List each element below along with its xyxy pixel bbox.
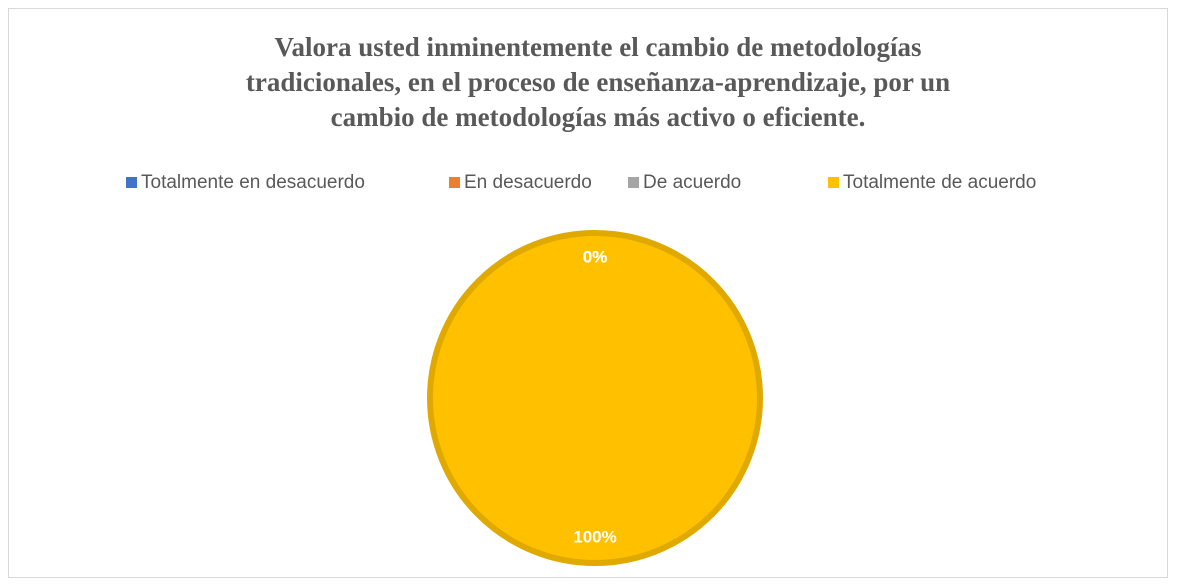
legend-label: En desacuerdo (464, 172, 592, 193)
slice-label: 0% (583, 247, 608, 266)
slice-label: 0% (583, 247, 608, 266)
slice-label: 100% (573, 527, 616, 546)
legend-label: Totalmente en desacuerdo (141, 172, 365, 193)
chart-frame (8, 8, 1168, 578)
legend-swatch (628, 177, 639, 188)
legend-label: De acuerdo (643, 172, 741, 193)
legend-swatch (828, 177, 839, 188)
legend-swatch (449, 177, 460, 188)
slice-label: 0% (583, 247, 608, 266)
legend-label: Totalmente de acuerdo (843, 172, 1036, 193)
pie-slice (427, 230, 763, 566)
chart-title: Valora usted inminentemente el cambio de… (245, 32, 951, 132)
legend-swatch (126, 177, 137, 188)
